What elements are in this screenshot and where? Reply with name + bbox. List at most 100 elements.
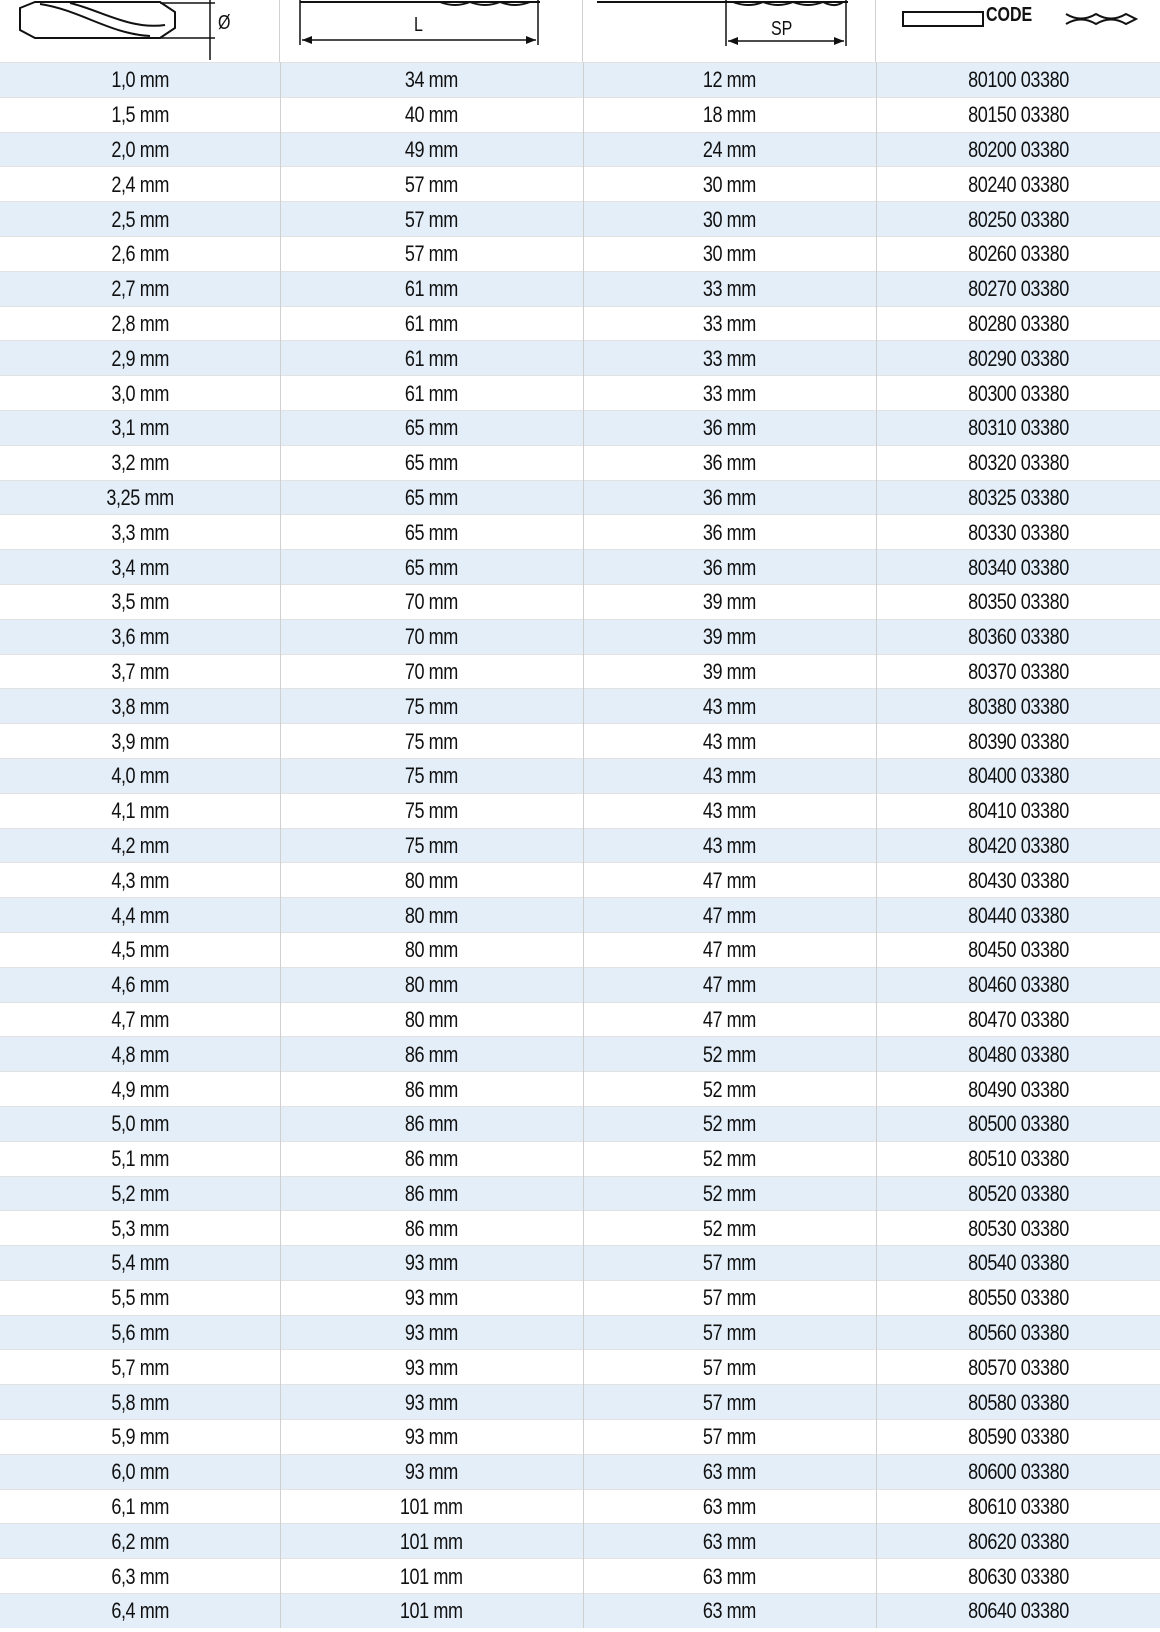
code-cell: 80570 03380	[876, 1349, 1160, 1385]
table-row: 4,9 mm 86 mm 52 mm 80490 03380	[0, 1071, 1160, 1107]
code-cell-text: 80470 03380	[967, 1006, 1069, 1032]
diameter-cell: 4,5 mm	[0, 931, 281, 968]
code-cell-text: 80500 03380	[967, 1111, 1069, 1137]
code-cell: 80240 03380	[876, 166, 1160, 202]
table-row: 5,3 mm 86 mm 52 mm 80530 03380	[0, 1210, 1160, 1246]
code-cell-text: 80580 03380	[967, 1389, 1069, 1415]
length-cell-text: 93 mm	[404, 1320, 459, 1346]
diameter-cell: 4,6 mm	[0, 966, 281, 1003]
diameter-cell-text: 2,9 mm	[110, 345, 169, 371]
diameter-cell-text: 3,8 mm	[110, 693, 169, 719]
length-cell-text: 101 mm	[400, 1598, 463, 1624]
spiral-length-cell-text: 63 mm	[702, 1459, 757, 1485]
length-cell: 70 mm	[280, 653, 584, 689]
diameter-cell: 4,2 mm	[0, 827, 281, 863]
diameter-cell: 1,0 mm	[0, 62, 281, 98]
spiral-length-cell-text: 47 mm	[702, 867, 757, 893]
length-cell: 65 mm	[280, 479, 584, 515]
spiral-length-cell-text: 52 mm	[702, 1146, 757, 1172]
diameter-cell: 2,0 mm	[0, 131, 281, 167]
code-cell-text: 80280 03380	[967, 310, 1069, 336]
diameter-cell: 6,4 mm	[0, 1593, 281, 1628]
diameter-cell: 3,8 mm	[0, 688, 281, 724]
table-row: 3,4 mm 65 mm 36 mm 80340 03380	[0, 549, 1160, 585]
spiral-length-cell: 47 mm	[583, 931, 877, 968]
code-cell-text: 80240 03380	[967, 171, 1069, 197]
diameter-cell-text: 4,2 mm	[110, 832, 169, 858]
spiral-length-cell: 63 mm	[583, 1453, 877, 1490]
code-cell: 80410 03380	[876, 792, 1160, 829]
code-label: CODE	[986, 4, 1033, 26]
length-cell: 101 mm	[280, 1488, 584, 1524]
table-row: 6,4 mm 101 mm 63 mm 80640 03380	[0, 1593, 1160, 1628]
code-cell-text: 80290 03380	[967, 345, 1069, 371]
table-row: 5,1 mm 86 mm 52 mm 80510 03380	[0, 1140, 1160, 1176]
spiral-length-cell-text: 52 mm	[702, 1111, 757, 1137]
diameter-cell-text: 4,3 mm	[110, 867, 169, 893]
code-cell-text: 80320 03380	[967, 450, 1069, 476]
length-cell-text: 61 mm	[404, 345, 459, 371]
code-cell-text: 80610 03380	[967, 1494, 1069, 1520]
length-cell-text: 93 mm	[404, 1250, 459, 1276]
length-cell: 61 mm	[280, 375, 584, 411]
code-cell: 80470 03380	[876, 1001, 1160, 1037]
length-cell: 70 mm	[280, 583, 584, 620]
spiral-length-cell-text: 36 mm	[702, 484, 757, 510]
spiral-length-cell: 36 mm	[583, 444, 877, 481]
code-cell-text: 80350 03380	[967, 589, 1069, 615]
length-cell: 86 mm	[280, 1105, 584, 1142]
length-cell-text: 93 mm	[404, 1459, 459, 1485]
spiral-length-cell-text: 30 mm	[702, 241, 757, 267]
code-cell-text: 80480 03380	[967, 1041, 1069, 1067]
spiral-length-cell: 52 mm	[583, 1105, 877, 1142]
spiral-length-cell-text: 52 mm	[702, 1215, 757, 1241]
code-cell: 80510 03380	[876, 1140, 1160, 1176]
spiral-length-cell: 52 mm	[583, 1071, 877, 1107]
spiral-length-cell-text: 47 mm	[702, 937, 757, 963]
length-cell: 75 mm	[280, 688, 584, 724]
code-cell: 80530 03380	[876, 1210, 1160, 1246]
code-cell: 80500 03380	[876, 1105, 1160, 1142]
diameter-cell: 4,9 mm	[0, 1071, 281, 1107]
length-cell-text: 86 mm	[404, 1180, 459, 1206]
length-cell-text: 65 mm	[404, 519, 459, 545]
table-row: 6,1 mm 101 mm 63 mm 80610 03380	[0, 1488, 1160, 1524]
spiral-length-cell: 63 mm	[583, 1558, 877, 1594]
code-cell: 80580 03380	[876, 1384, 1160, 1420]
diameter-cell-text: 3,5 mm	[110, 589, 169, 615]
code-cell: 80350 03380	[876, 583, 1160, 620]
spiral-length-cell: 57 mm	[583, 1245, 877, 1281]
diameter-cell-text: 2,0 mm	[110, 136, 169, 162]
length-cell-text: 93 mm	[404, 1389, 459, 1415]
table-row: 4,0 mm 75 mm 43 mm 80400 03380	[0, 757, 1160, 794]
diameter-cell: 3,25 mm	[0, 479, 281, 515]
spiral-length-cell: 57 mm	[583, 1314, 877, 1350]
table-row: 3,7 mm 70 mm 39 mm 80370 03380	[0, 653, 1160, 689]
diameter-cell-text: 3,3 mm	[110, 519, 169, 545]
spiral-length-cell: 47 mm	[583, 966, 877, 1003]
drill-length-icon	[299, 0, 540, 45]
length-cell: 75 mm	[280, 723, 584, 759]
code-cell-text: 80590 03380	[967, 1424, 1069, 1450]
code-cell-text: 80520 03380	[967, 1180, 1069, 1206]
length-cell: 80 mm	[280, 966, 584, 1003]
diameter-cell: 3,7 mm	[0, 653, 281, 689]
table-row: 6,0 mm 93 mm 63 mm 80600 03380	[0, 1453, 1160, 1490]
length-cell-text: 40 mm	[404, 102, 459, 128]
spiral-length-cell: 43 mm	[583, 792, 877, 829]
diameter-cell-text: 3,0 mm	[110, 380, 169, 406]
diameter-cell-text: 4,5 mm	[110, 937, 169, 963]
spiral-length-cell: 33 mm	[583, 270, 877, 307]
diameter-cell: 5,9 mm	[0, 1419, 281, 1455]
length-cell: 49 mm	[280, 131, 584, 167]
code-cell-text: 80300 03380	[967, 380, 1069, 406]
length-cell: 80 mm	[280, 897, 584, 933]
spiral-length-cell-text: 52 mm	[702, 1180, 757, 1206]
diameter-cell: 5,3 mm	[0, 1210, 281, 1246]
diameter-cell-text: 6,1 mm	[110, 1494, 169, 1520]
diameter-cell-text: 3,9 mm	[110, 728, 169, 754]
length-cell: 80 mm	[280, 862, 584, 898]
diameter-cell-text: 4,0 mm	[110, 763, 169, 789]
spiral-length-cell-text: 47 mm	[702, 972, 757, 998]
length-cell-text: 93 mm	[404, 1424, 459, 1450]
